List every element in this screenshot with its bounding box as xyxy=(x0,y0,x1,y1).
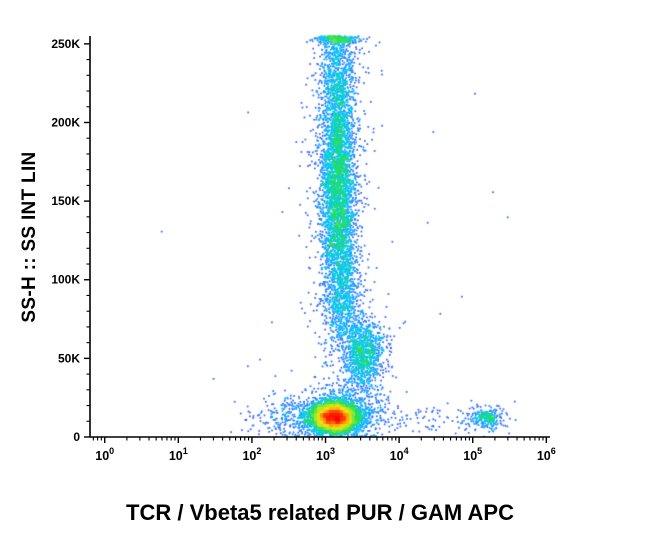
y-tick-label: 0 xyxy=(73,430,80,444)
y-tick-label: 150K xyxy=(51,194,80,208)
x-tick-label: 103 xyxy=(316,446,335,463)
y-tick-label: 100K xyxy=(51,273,80,287)
x-tick-label: 100 xyxy=(95,446,114,463)
y-tick-label: 250K xyxy=(51,37,80,51)
x-tick-label: 106 xyxy=(537,446,556,463)
y-tick-label: 200K xyxy=(51,115,80,129)
x-axis-label: TCR / Vbeta5 related PUR / GAM APC xyxy=(126,500,514,525)
x-tick-label: 102 xyxy=(242,446,261,463)
x-tick-label: 101 xyxy=(169,446,188,463)
x-tick-label: 105 xyxy=(463,446,482,463)
y-axis-label: SS-H :: SS INT LIN xyxy=(19,151,40,323)
x-tick-label: 104 xyxy=(390,446,409,463)
y-tick-label: 50K xyxy=(58,351,80,365)
